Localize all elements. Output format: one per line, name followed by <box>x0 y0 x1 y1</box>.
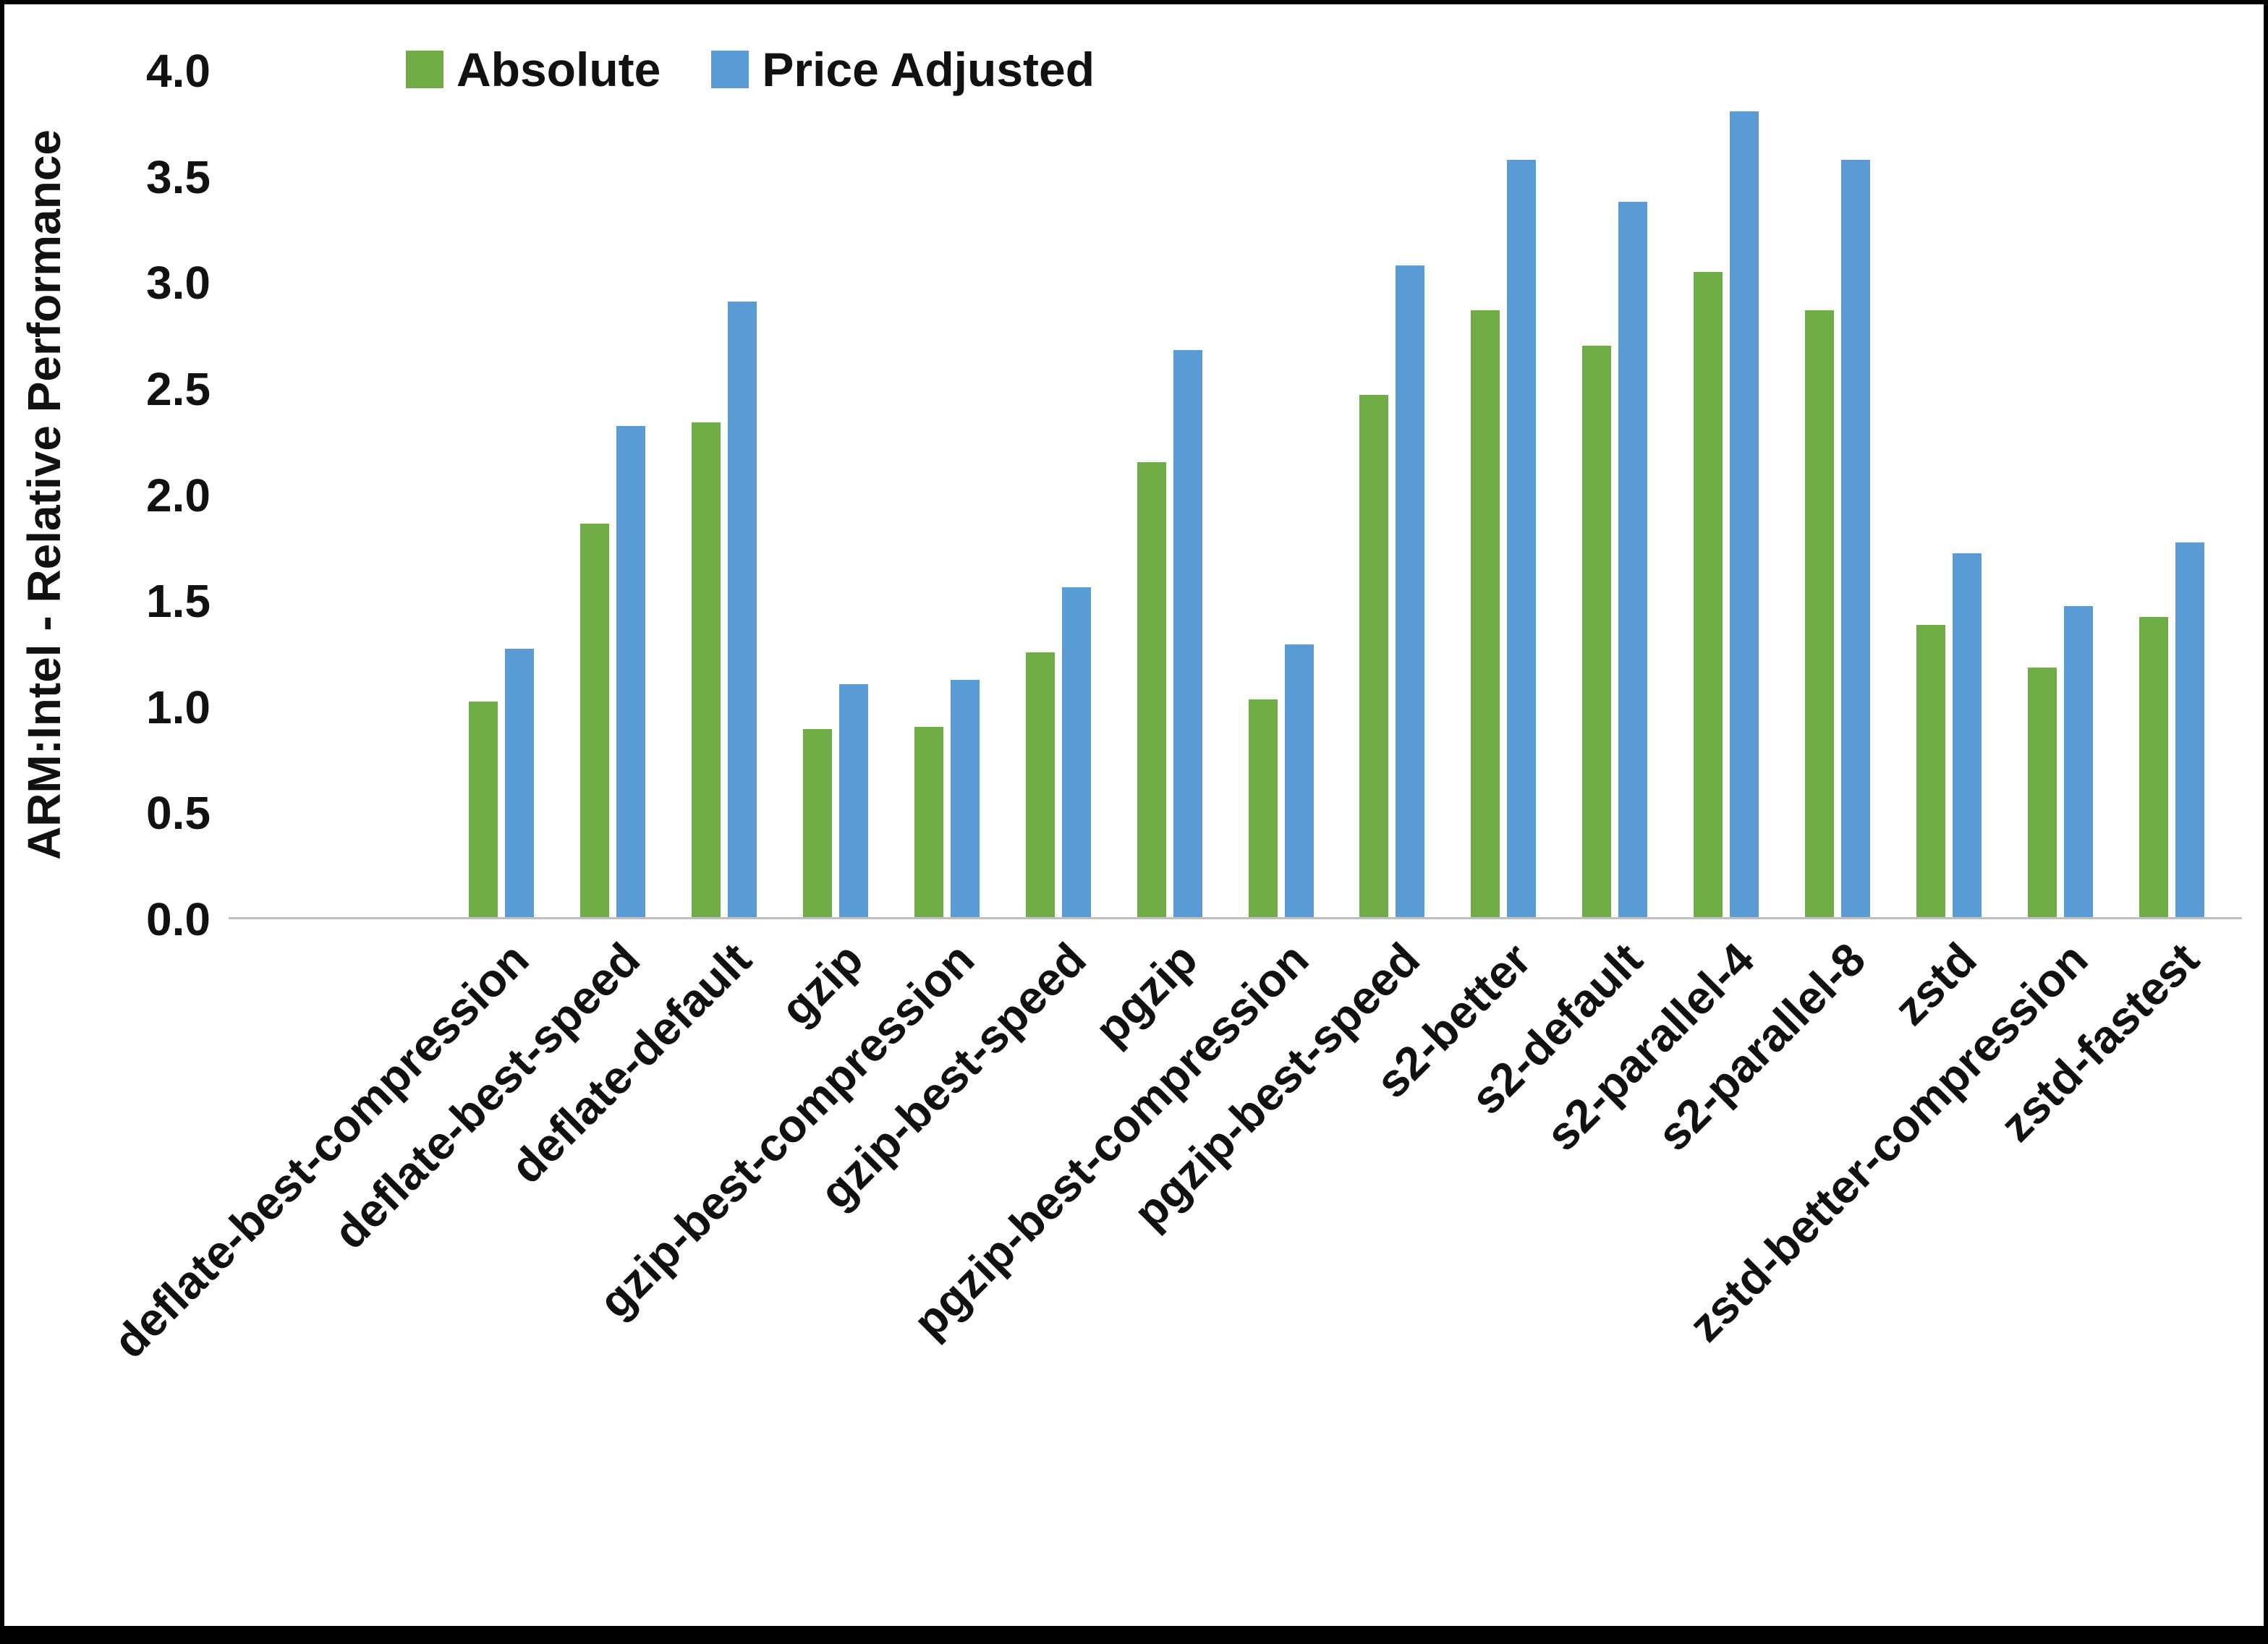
bar-price-adjusted-deflate-default <box>727 301 757 917</box>
bar-group-s2-parallel-8 <box>1782 71 1893 917</box>
bar-group-zstd <box>1893 71 2005 917</box>
x-axis-labels: deflate-best-compression deflate-best-spe… <box>103 919 2242 1498</box>
bar-absolute-gzip <box>802 728 832 917</box>
bar-group-gzip-best-speed <box>1003 71 1114 917</box>
bar-group-pgzip-best-speed <box>1337 71 1448 917</box>
bar-absolute-deflate-default <box>691 422 721 917</box>
bar-absolute-s2-default <box>1582 346 1612 917</box>
bar-absolute-deflate-best-compression <box>468 701 498 917</box>
bar-absolute-zstd-better-compression <box>2028 667 2057 917</box>
bar-absolute-pgzip-best-speed <box>1359 394 1389 917</box>
bar-group-zstd-fastest <box>2116 71 2227 917</box>
y-tick-label: 1.0 <box>146 681 211 733</box>
y-tick-label: 2.5 <box>146 362 211 415</box>
legend-label-price-adjusted: Price Adjusted <box>762 43 1095 96</box>
bar-group-deflate-default <box>668 71 780 917</box>
bar-group-deflate-best-speed <box>557 71 668 917</box>
bar-absolute-s2-parallel-4 <box>1694 271 1723 917</box>
bar-group-s2-default <box>1559 71 1670 917</box>
bar-price-adjusted-pgzip-best-compression <box>1284 644 1314 917</box>
legend-swatch-absolute <box>406 51 443 88</box>
chart-legend: Absolute Price Adjusted <box>406 42 1095 97</box>
bar-absolute-pgzip <box>1137 462 1166 917</box>
bar-price-adjusted-s2-default <box>1618 202 1648 917</box>
plot-bars <box>229 71 2242 917</box>
y-axis-title-column: ARM:Intel - Relative Performance <box>4 71 84 919</box>
legend-item-absolute: Absolute <box>406 42 661 97</box>
bar-absolute-s2-parallel-8 <box>1805 310 1835 917</box>
y-tick-label: 3.0 <box>146 257 211 310</box>
y-tick-label: 3.5 <box>146 150 211 203</box>
bar-group-gzip <box>780 71 891 917</box>
bar-price-adjusted-gzip <box>838 684 868 917</box>
bar-group-deflate-best-compression <box>446 71 557 917</box>
bar-price-adjusted-gzip-best-compression <box>950 680 980 917</box>
bar-absolute-deflate-best-speed <box>579 523 609 917</box>
legend-item-price-adjusted: Price Adjusted <box>711 42 1095 97</box>
bar-group-s2-better <box>1448 71 1559 917</box>
bar-price-adjusted-s2-parallel-4 <box>1730 111 1759 917</box>
bar-absolute-pgzip-best-compression <box>1248 699 1278 917</box>
bar-absolute-gzip-best-compression <box>914 726 943 917</box>
bar-price-adjusted-deflate-best-compression <box>504 648 534 917</box>
y-axis-title: ARM:Intel - Relative Performance <box>18 129 70 861</box>
bar-price-adjusted-zstd-fastest <box>2175 542 2205 917</box>
plot-area <box>229 71 2242 919</box>
bar-absolute-zstd-fastest <box>2139 616 2169 917</box>
plot-region: ARM:Intel - Relative Performance 0.0 0.5 1… <box>4 48 2264 942</box>
legend-swatch-price-adjusted <box>711 51 749 88</box>
bar-group-pgzip-best-compression <box>1226 71 1337 917</box>
bar-group-zstd-better-compression <box>2005 71 2116 917</box>
y-axis-ticks: 0.0 0.5 1.0 1.5 2.0 2.5 3.0 3.5 4.0 <box>84 48 229 942</box>
bar-price-adjusted-s2-better <box>1507 159 1537 917</box>
y-tick-label: 4.0 <box>146 45 211 97</box>
y-tick-label: 0.5 <box>146 787 211 840</box>
bar-group-pgzip <box>1114 71 1226 917</box>
bar-price-adjusted-zstd-better-compression <box>2064 606 2094 917</box>
bar-absolute-zstd <box>1916 625 1946 917</box>
y-tick-label: 2.0 <box>146 469 211 521</box>
bar-price-adjusted-zstd <box>1953 553 1982 917</box>
bar-price-adjusted-pgzip-best-speed <box>1396 265 1425 917</box>
y-tick-label: 1.5 <box>146 575 211 628</box>
bar-group-s2-parallel-4 <box>1670 71 1782 917</box>
bar-group-gzip-best-compression <box>891 71 1003 917</box>
bar-price-adjusted-pgzip <box>1173 350 1202 917</box>
bar-price-adjusted-gzip-best-speed <box>1061 587 1091 917</box>
x-category-label: deflate-best-compression <box>103 932 539 1368</box>
legend-label-absolute: Absolute <box>456 43 661 96</box>
x-label-cell: zstd-fastest <box>1990 919 2227 1498</box>
bar-price-adjusted-s2-parallel-8 <box>1841 159 1871 917</box>
bar-absolute-s2-better <box>1471 310 1500 917</box>
bar-absolute-gzip-best-speed <box>1025 652 1055 917</box>
bar-price-adjusted-deflate-best-speed <box>616 426 645 917</box>
y-tick-label: 0.0 <box>146 893 211 945</box>
